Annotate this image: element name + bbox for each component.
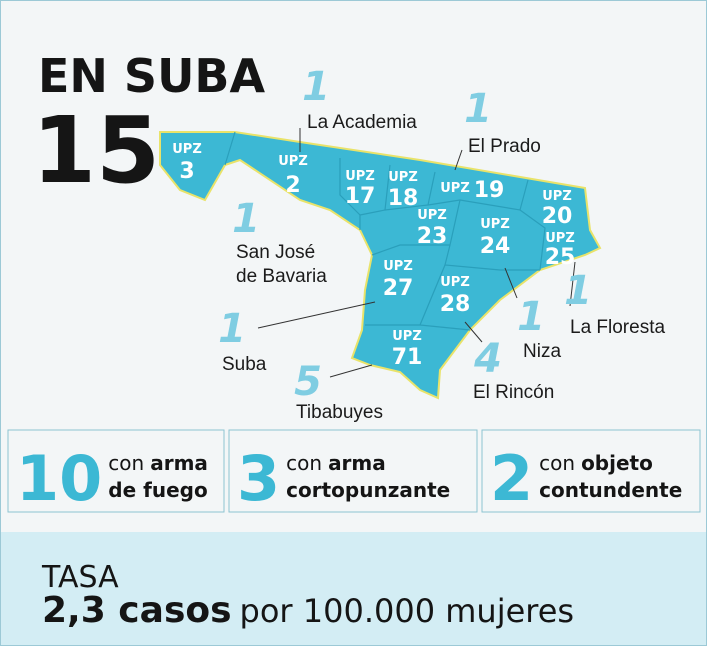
locality-count: 1 xyxy=(517,294,545,340)
map xyxy=(159,131,602,400)
locality-name: Tibabuyes xyxy=(296,402,383,423)
upz-prefix: UPZ xyxy=(345,169,375,184)
stat-prefix: con xyxy=(108,451,144,475)
stat-bold: contundente xyxy=(539,478,682,502)
upz-number: 19 xyxy=(474,178,505,203)
stat-bold: de fuego xyxy=(108,478,207,502)
locality-name: San José xyxy=(236,242,315,263)
leader-line xyxy=(504,267,518,299)
border xyxy=(427,179,529,211)
upz-number: 18 xyxy=(388,186,419,211)
upz-prefix: UPZ xyxy=(440,275,470,290)
rate-panel xyxy=(1,532,706,645)
locality-name: Niza xyxy=(523,341,561,362)
upz-prefix: UPZ xyxy=(388,170,418,185)
upz-number: 27 xyxy=(383,276,414,301)
upz-prefix: UPZ xyxy=(545,231,575,246)
stat-line: con arma xyxy=(286,451,386,475)
locality-count: 1 xyxy=(218,306,246,352)
suba-outline xyxy=(159,131,602,400)
rate-value: 2,3 casos xyxy=(42,590,232,631)
stat-box xyxy=(228,429,478,513)
leader-line xyxy=(464,321,483,343)
rate-label: TASA xyxy=(41,560,119,595)
upz-number: 28 xyxy=(440,292,471,317)
leader-line xyxy=(257,301,376,329)
upz-number: 71 xyxy=(392,345,423,370)
locality-name: La Floresta xyxy=(570,317,665,338)
stat-value: 2 xyxy=(490,442,533,515)
stat-bold: cortopunzante xyxy=(286,478,450,502)
title: EN SUBA xyxy=(38,49,265,103)
stat-line: con objeto xyxy=(539,451,653,475)
rate-unit: por 100.000 mujeres xyxy=(240,592,575,630)
locality-count: 1 xyxy=(232,196,260,242)
stat-bold: arma xyxy=(328,451,386,475)
upz-number: 23 xyxy=(417,224,448,249)
stat-bold: arma xyxy=(150,451,208,475)
border xyxy=(371,199,461,256)
upz-number: 25 xyxy=(545,245,576,270)
leader-line xyxy=(329,364,373,378)
upz-prefix: UPZ xyxy=(417,208,447,223)
locality-name: de Bavaria xyxy=(236,266,327,287)
border xyxy=(224,131,236,166)
stat-value: 3 xyxy=(237,442,280,515)
locality-count: 1 xyxy=(464,86,492,132)
leader-line xyxy=(454,149,463,171)
border xyxy=(339,158,361,230)
upz-prefix: UPZ xyxy=(172,142,202,157)
upz-number: 17 xyxy=(345,184,376,209)
stat-value: 10 xyxy=(16,442,102,515)
total: 15 xyxy=(32,97,160,204)
stat-box xyxy=(481,429,701,513)
upz-prefix: UPZ xyxy=(383,259,413,274)
upz-prefix: UPZ xyxy=(440,181,470,196)
stat-bold: objeto xyxy=(581,451,653,475)
upz-number: 3 xyxy=(179,159,194,184)
border xyxy=(519,209,546,271)
locality-name: La Academia xyxy=(307,112,417,133)
upz-prefix: UPZ xyxy=(278,154,308,169)
stat-line: con arma xyxy=(108,451,208,475)
leader-line xyxy=(569,261,576,307)
stat-prefix: con xyxy=(286,451,322,475)
stat-prefix: con xyxy=(539,451,575,475)
locality-name: Suba xyxy=(222,354,267,375)
locality-name: El Rincón xyxy=(473,382,554,403)
upz-prefix: UPZ xyxy=(392,329,422,344)
locality-name: El Prado xyxy=(468,136,541,157)
upz-number: 24 xyxy=(480,234,511,259)
locality-count: 4 xyxy=(473,336,502,382)
stats xyxy=(7,429,701,513)
border xyxy=(419,324,471,331)
upz-number: 20 xyxy=(542,204,573,229)
upz-prefix: UPZ xyxy=(480,217,510,232)
locality-count: 5 xyxy=(294,359,322,405)
rate-line: 2,3 casos por 100.000 mujeres xyxy=(42,590,574,631)
border xyxy=(444,244,540,271)
locality-count: 1 xyxy=(564,268,592,314)
locality-count: 1 xyxy=(302,64,330,110)
upz-number: 2 xyxy=(285,173,300,198)
upz-prefix: UPZ xyxy=(542,189,572,204)
stat-box xyxy=(7,429,225,513)
